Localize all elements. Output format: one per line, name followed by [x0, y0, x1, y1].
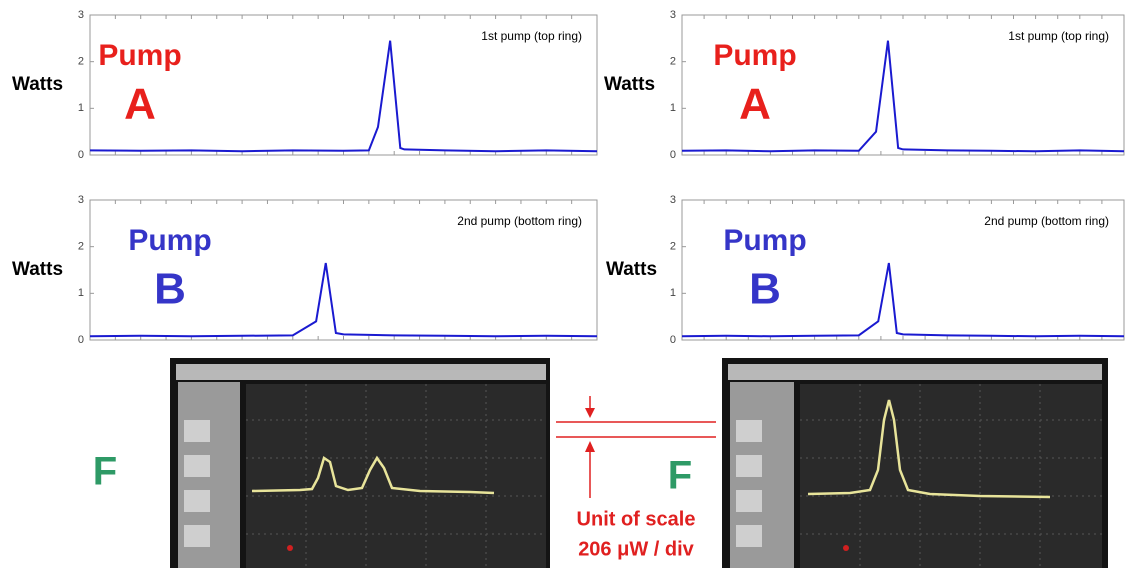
pump-label: Pump — [128, 224, 211, 257]
pump-letter: B — [749, 265, 781, 314]
data-line — [89, 262, 598, 338]
y-tick-label: 2 — [78, 56, 84, 68]
pump-letter: A — [124, 80, 156, 129]
y-axis-label: Watts — [606, 259, 657, 280]
y-tick-label: 0 — [670, 149, 676, 161]
pump-letter: A — [739, 80, 771, 129]
photo-label: F — [668, 454, 692, 498]
y-tick-label: 1 — [78, 102, 84, 114]
scale-note: 206 μW / div — [578, 538, 694, 560]
y-axis-label: Watts — [12, 259, 63, 280]
y-tick-label: 3 — [78, 9, 84, 21]
y-tick-label: 1 — [78, 287, 84, 299]
data-line — [681, 262, 1125, 338]
y-tick-label: 3 — [78, 194, 84, 206]
pump-label: Pump — [723, 224, 806, 257]
data-line — [89, 40, 598, 153]
annotation: 2nd pump (bottom ring) — [984, 214, 1109, 228]
y-tick-label: 3 — [670, 194, 676, 206]
pump-letter: B — [154, 265, 186, 314]
data-line — [681, 40, 1125, 153]
y-axis-label: Watts — [12, 74, 63, 95]
annotation: 1st pump (top ring) — [481, 29, 582, 43]
pump-label: Pump — [713, 39, 796, 72]
y-tick-label: 2 — [670, 241, 676, 253]
y-tick-label: 0 — [78, 149, 84, 161]
y-tick-label: 2 — [670, 56, 676, 68]
scope-photo — [722, 358, 1108, 568]
annotation: 2nd pump (bottom ring) — [457, 214, 582, 228]
y-tick-label: 1 — [670, 287, 676, 299]
annotation: 1st pump (top ring) — [1008, 29, 1109, 43]
y-tick-label: 0 — [670, 334, 676, 346]
scope-photo — [170, 358, 550, 568]
y-tick-label: 2 — [78, 241, 84, 253]
y-tick-label: 3 — [670, 9, 676, 21]
pump-label: Pump — [98, 39, 181, 72]
scale-indicator — [556, 396, 716, 498]
y-tick-label: 1 — [670, 102, 676, 114]
y-tick-label: 0 — [78, 334, 84, 346]
scale-note: Unit of scale — [577, 508, 696, 530]
y-axis-label: Watts — [604, 74, 655, 95]
photo-label: F — [93, 450, 117, 494]
